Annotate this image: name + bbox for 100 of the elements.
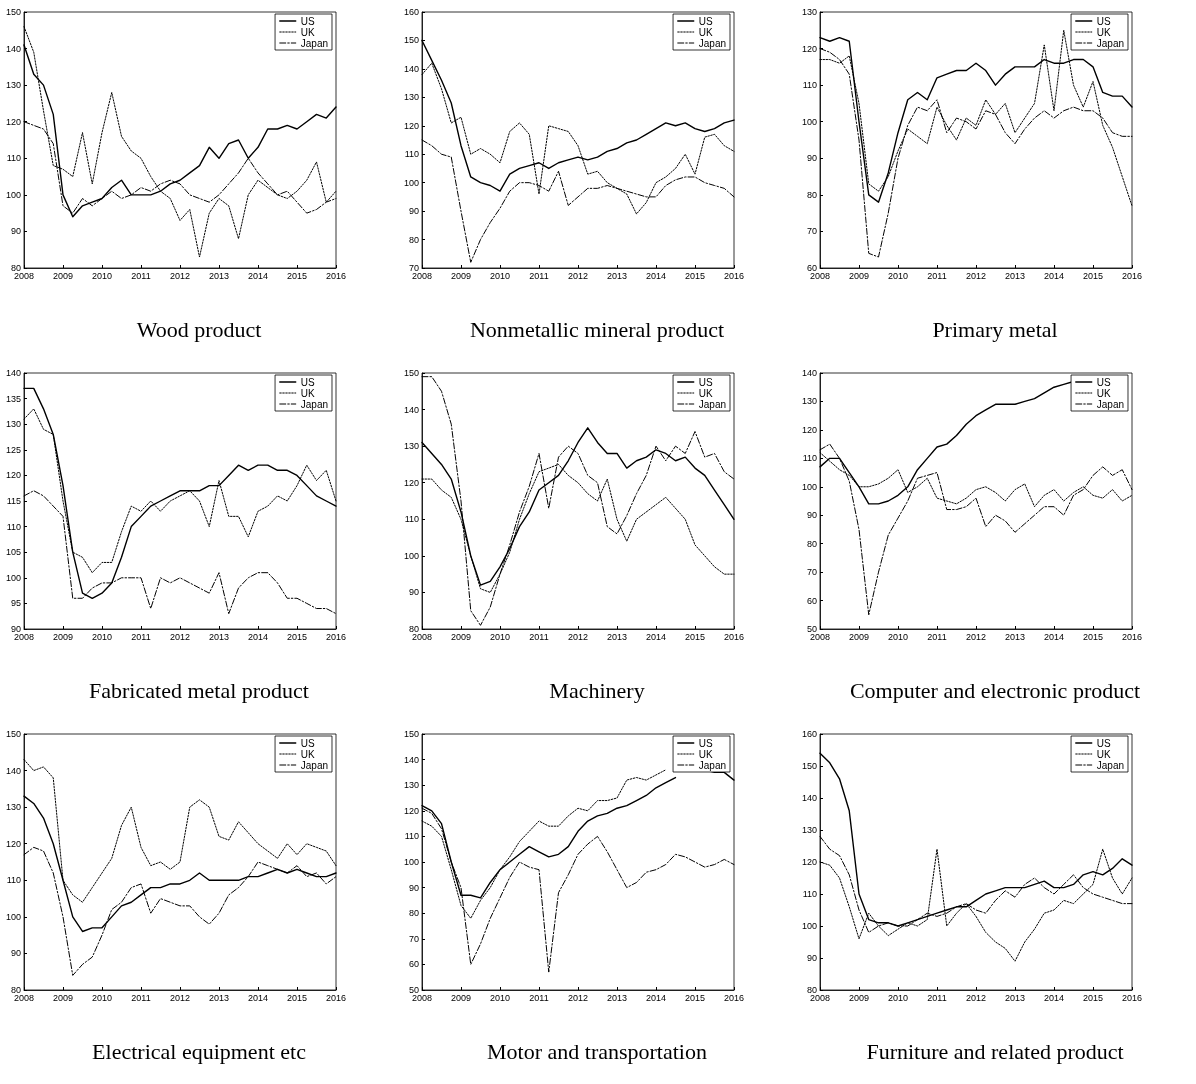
x-tick-label: 2011 [927,992,947,1003]
y-tick-label: 130 [5,419,21,430]
text: Wood product [136,316,262,342]
y-tick-label: 110 [6,875,21,886]
y-tick-label: 80 [10,263,21,273]
legend-label: Japan [698,398,726,410]
x-tick-label: 2016 [723,631,745,642]
x-tick-label: 2013 [606,270,628,281]
x-tick-label: 2014 [247,270,269,281]
x-tick-label: 2010 [489,992,511,1003]
x-tick-label: 2016 [325,631,347,642]
x-tick-label: 2014 [645,270,667,281]
y-tick-label: 110 [802,453,817,464]
x-tick-label: 2010 [887,270,909,281]
y-tick-label: 80 [10,985,21,995]
x-tick-label: 2015 [684,631,706,642]
y-tick-label: 150 [5,729,21,739]
x-tick-label: 2012 [965,992,987,1003]
y-tick-label: 125 [5,444,21,455]
x-tick-label: 2015 [286,992,308,1003]
legend-label: UK [698,748,713,760]
x-tick-label: 2012 [169,992,191,1003]
y-tick-label: 130 [801,7,817,17]
x-tick-label: 2008 [809,270,831,281]
x-tick-label: 2009 [848,631,870,642]
x-tick-label: 2009 [450,631,472,642]
x-tick-label: 2013 [606,992,628,1003]
y-tick-label: 120 [403,477,419,488]
y-tick-label: 130 [801,825,817,835]
x-tick-label: 2013 [208,992,230,1003]
y-tick-label: 110 [802,80,817,91]
y-tick-label: 70 [408,933,419,944]
x-tick-label: 2008 [411,270,433,281]
y-tick-label: 90 [408,206,419,217]
x-tick-label: 2010 [489,270,511,281]
x-tick-label: 2012 [567,992,589,1003]
y-tick-label: 130 [801,396,817,407]
y-tick-label: 90 [806,510,817,521]
x-tick-label: 2009 [848,992,870,1003]
x-tick-label: 2013 [606,631,628,642]
y-tick-label: 60 [806,263,817,273]
y-tick-label: 120 [5,470,21,481]
x-tick-label: 2015 [684,270,706,281]
legend-label: US [300,376,315,388]
y-tick-label: 130 [403,441,419,452]
y-tick-label: 150 [801,761,817,771]
x-tick-label: 2009 [52,270,74,281]
x-tick-label: 2009 [450,992,472,1003]
y-tick-label: 110 [6,521,21,532]
y-tick-label: 100 [801,116,817,127]
y-tick-label: 100 [801,481,817,492]
y-tick-label: 150 [5,7,21,17]
x-tick-label: 2012 [567,631,589,642]
x-tick-label: 2013 [1004,992,1026,1003]
y-tick-label: 100 [5,572,21,583]
y-tick-label: 100 [403,857,419,867]
y-tick-label: 80 [408,908,419,919]
x-tick-label: 2014 [645,992,667,1003]
x-tick-label: 2008 [411,631,433,642]
x-tick-label: 2016 [1121,631,1143,642]
x-tick-label: 2010 [489,631,511,642]
x-tick-label: 2011 [131,270,151,281]
legend-label: Japan [300,398,328,410]
legend-label: UK [698,26,713,38]
x-tick-label: 2012 [965,631,987,642]
text: Nonmetallic mineral product [469,316,725,342]
legend-label: Japan [1096,398,1124,410]
y-tick-label: 120 [403,805,419,816]
y-tick-label: 115 [6,496,21,506]
legend-label: UK [698,387,713,399]
y-tick-label: 140 [403,754,419,765]
x-tick-label: 2008 [809,631,831,642]
x-tick-label: 2011 [927,270,947,281]
y-tick-label: 120 [801,857,817,867]
y-tick-label: 140 [403,63,419,74]
y-tick-label: 110 [404,149,419,160]
legend-label: Japan [300,759,328,771]
x-tick-label: 2015 [1082,270,1104,281]
x-tick-label: 2015 [684,992,706,1003]
y-tick-label: 50 [806,624,817,634]
x-tick-label: 2011 [529,992,549,1003]
y-tick-label: 160 [403,7,419,17]
x-tick-label: 2016 [1121,270,1143,281]
legend-label: UK [1096,26,1111,38]
text: Furniture and related product [866,1038,1124,1064]
y-tick-label: 50 [408,985,419,995]
y-tick-label: 90 [806,953,817,963]
y-tick-label: 120 [5,838,21,849]
text: Motor and transportation [487,1038,707,1064]
x-tick-label: 2014 [645,631,667,642]
y-tick-label: 100 [5,911,21,922]
legend-label: US [1096,376,1111,388]
legend-label: Japan [1096,37,1124,49]
x-tick-label: 2010 [887,992,909,1003]
y-tick-label: 120 [801,43,817,54]
x-tick-label: 2009 [450,270,472,281]
y-tick-label: 90 [408,882,419,893]
text: Computer and electronic product [849,677,1141,703]
legend-label: US [698,15,713,27]
x-tick-label: 2016 [325,270,347,281]
